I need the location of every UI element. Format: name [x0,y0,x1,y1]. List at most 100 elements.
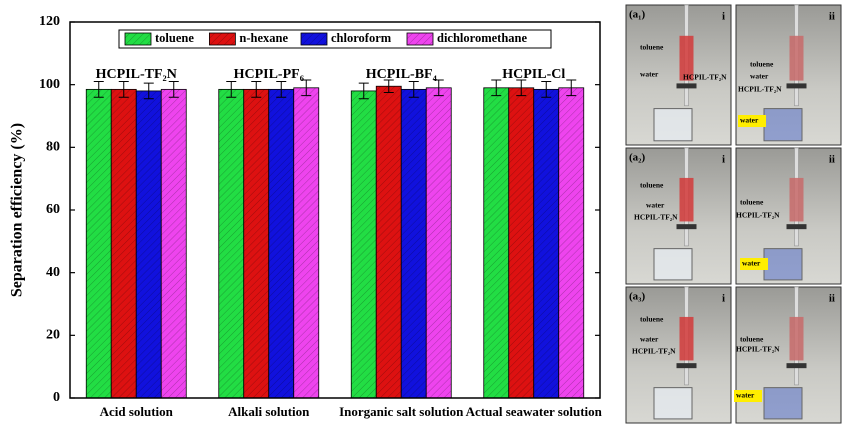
bar-hatch [268,89,294,398]
photo-label: toluene [640,315,664,324]
label-highlight [738,115,766,127]
panel-step: i [722,11,725,23]
photo-label: HCPIL-TF₂N [634,213,678,222]
y-tick-label: 40 [46,265,60,280]
photo-label: water [736,391,755,400]
legend-swatch-hatch [301,33,327,45]
error-bar [491,79,502,97]
x-tick-label: Acid solution [100,404,174,419]
photo-label: toluene [640,43,664,52]
funnel-column [789,35,804,81]
error-bar [93,81,104,98]
bar-hatch [161,89,187,398]
beaker [763,248,803,281]
legend-swatch-hatch [407,33,433,45]
error-bar [408,81,419,98]
bar-hatch [401,89,427,398]
stopcock [676,363,697,369]
photo-label: toluene [740,198,764,207]
bar-hatch [218,89,244,398]
error-bar [301,79,312,97]
y-tick-label: 100 [39,77,60,92]
error-bar [143,82,154,100]
photo-label: HCPIL-TF₂N [632,347,676,356]
bar-hatch [558,87,584,399]
legend-label: dichloromethane [437,31,527,45]
error-bar [516,79,527,97]
label-highlight [740,258,768,270]
x-tick-label: Actual seawater solution [466,404,603,419]
photo-label: toluene [740,335,764,344]
plot-frame [69,21,601,399]
legend-label: chloroform [331,31,392,45]
panel-step: ii [829,154,835,166]
error-bar [541,81,552,98]
photo-label: water [640,335,659,344]
bar-hatch [483,87,509,399]
error-bar [168,81,179,98]
error-bar [226,81,237,98]
bar-hatch [111,89,137,398]
photo-label: water [742,259,761,268]
bar-hatch [508,87,534,399]
x-tick-label: Alkali solution [228,404,310,419]
error-bar [118,81,129,98]
beaker [653,248,693,281]
bar-hatch [136,90,162,398]
photo-label: toluene [640,181,664,190]
group-label: HCPIL-PF₆ [234,67,304,82]
error-bar [433,79,444,97]
y-tick-label: 20 [46,328,60,343]
stopcock [676,224,697,230]
panel-tag: (a₃) [629,291,645,303]
y-axis-title: Separation efficiency (%) [9,123,26,297]
legend-label: toluene [155,31,194,45]
group-label: HCPIL-TF₂N [96,67,177,82]
group-label: HCPIL-Cl [502,67,565,82]
funnel-column [679,316,694,361]
photo-label: water [640,70,659,79]
funnel-column [789,177,804,222]
beaker [653,108,693,142]
label-highlight [734,390,762,402]
bar-hatch [86,89,112,398]
beaker [653,387,693,420]
error-bar [276,81,287,98]
error-bar [251,81,262,98]
bar-hatch [426,87,452,399]
y-tick-label: 120 [39,14,60,29]
funnel-column [679,35,694,81]
funnel-column [679,177,694,222]
panel-step: ii [829,11,835,23]
photo-label: HCPIL-TF₂N [738,85,782,94]
bar-hatch [351,90,377,398]
photo-label: HCPIL-TF₂N [736,211,780,220]
stopcock [786,363,807,369]
legend-swatch-hatch [125,33,151,45]
panel-step: i [722,293,725,305]
bar-hatch [293,87,319,399]
panel-step: ii [829,293,835,305]
y-tick-label: 0 [53,390,60,405]
beaker [763,387,803,420]
y-tick-label: 80 [46,140,60,155]
panel-tag: (a₂) [629,152,645,164]
stopcock [786,83,807,89]
stopcock [786,224,807,230]
photo-label: toluene [750,60,774,69]
panel-tag: (a₁) [629,9,645,21]
error-bar [566,79,577,97]
legend-swatch-hatch [209,33,236,45]
bar-hatch [376,86,402,398]
bar-hatch [533,89,559,398]
bar-hatch [243,89,269,398]
group-label: HCPIL-BF₄ [366,67,438,82]
x-tick-label: Inorganic salt solution [339,404,464,419]
error-bar [383,79,394,93]
beaker [763,108,803,142]
legend-label: n-hexane [239,31,288,45]
panel-step: i [722,154,725,166]
y-tick-label: 60 [46,202,60,217]
photo-label: HCPIL-TF₂N [683,73,727,82]
